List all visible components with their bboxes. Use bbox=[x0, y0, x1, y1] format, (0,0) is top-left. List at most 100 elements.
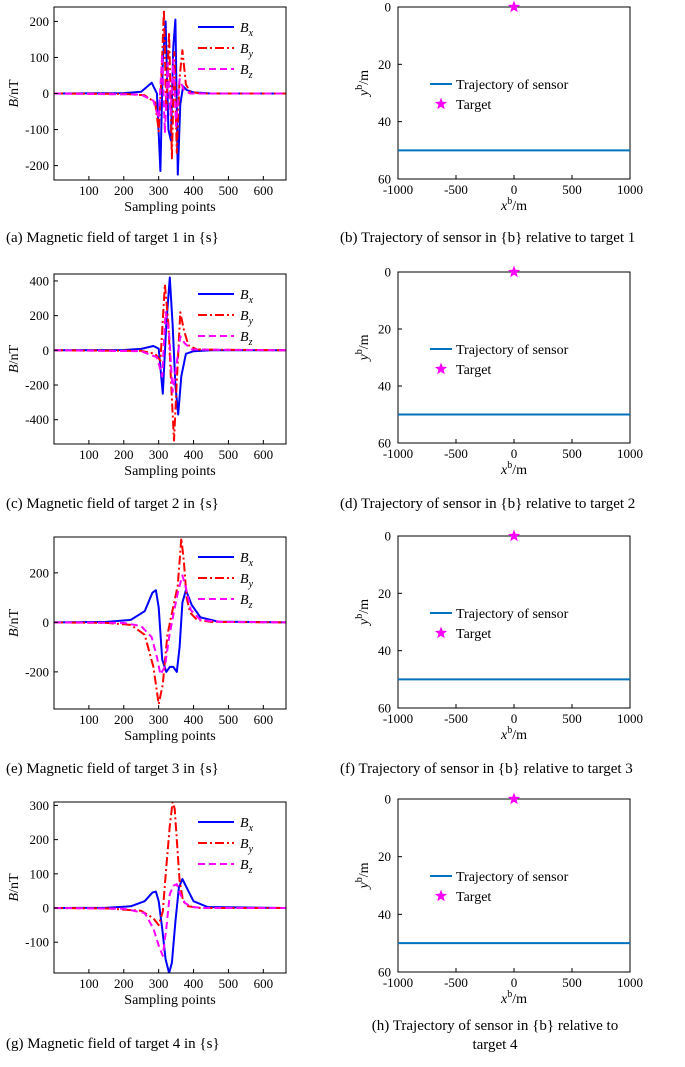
series-line-bz bbox=[54, 883, 286, 957]
y-tick-label: 60 bbox=[378, 701, 391, 716]
legend-swatch-target bbox=[434, 889, 448, 902]
y-tick-label: 0 bbox=[43, 86, 50, 101]
series-line-bz bbox=[54, 574, 286, 676]
legend-label-target: Target bbox=[456, 363, 491, 378]
series-line-bx bbox=[54, 878, 286, 973]
x-axis-label: xb/m bbox=[500, 989, 527, 1007]
series-line-bz bbox=[54, 52, 286, 135]
legend-label-bx: Bx bbox=[240, 288, 254, 306]
y-tick-label: 0 bbox=[385, 265, 392, 280]
y-tick-label: 0 bbox=[43, 615, 50, 630]
x-tick-label: 400 bbox=[184, 712, 204, 727]
x-tick-label: 400 bbox=[184, 976, 204, 991]
x-tick-label: 200 bbox=[114, 976, 134, 991]
x-tick-label: 500 bbox=[219, 183, 239, 198]
caption: (h) Trajectory of sensor in {b} relative… bbox=[372, 1018, 618, 1053]
legend-label-bz: Bz bbox=[240, 63, 253, 81]
y-tick-label: -200 bbox=[25, 664, 49, 679]
y-axis-label: yb/m bbox=[354, 70, 372, 98]
x-tick-label: 400 bbox=[184, 447, 204, 462]
x-axis-label: xb/m bbox=[500, 196, 527, 214]
chart-b: -1000 -500 0 500 1000 0 20 40 60 xb/m yb/m Trajecto… bbox=[340, 0, 643, 246]
y-tick-label: 40 bbox=[378, 907, 391, 922]
legend-label-bz: Bz bbox=[240, 593, 253, 611]
y-tick-label: 0 bbox=[385, 0, 392, 15]
legend-label-bz: Bz bbox=[240, 330, 253, 348]
x-axis-label: xb/m bbox=[500, 460, 527, 478]
legend-swatch-target bbox=[434, 362, 448, 375]
legend-label-bx: Bx bbox=[240, 21, 254, 39]
x-axis-label: Sampling points bbox=[124, 729, 215, 744]
y-axis-label: yb/m bbox=[354, 599, 372, 627]
y-axis-label: B/nT bbox=[7, 345, 22, 373]
x-axis-label: Sampling points bbox=[124, 993, 215, 1008]
x-tick-label: 500 bbox=[562, 975, 582, 990]
caption: (f) Trajectory of sensor in {b} relative… bbox=[340, 761, 633, 777]
y-tick-label: -200 bbox=[25, 158, 49, 173]
y-tick-label: 60 bbox=[378, 965, 391, 980]
legend-label-target: Target bbox=[456, 627, 491, 642]
x-tick-label: 600 bbox=[254, 447, 274, 462]
x-tick-label: 500 bbox=[562, 711, 582, 726]
series-line-by bbox=[54, 283, 286, 442]
chart-a: 100 200 300 400 500 600 -200 -100 0 100 200 Samplin… bbox=[6, 6, 287, 246]
y-axis-label: B/nT bbox=[7, 79, 22, 107]
chart-c: 100 200 300 400 500 600 -400 -200 0 200 400 Samplin… bbox=[6, 273, 287, 512]
x-tick-label: 0 bbox=[511, 711, 518, 726]
x-tick-label: 1000 bbox=[617, 446, 643, 461]
chart-e: 100 200 300 400 500 600 -200 0 200 Sampling point… bbox=[6, 536, 287, 777]
x-tick-label: 500 bbox=[562, 446, 582, 461]
y-tick-label: 20 bbox=[378, 586, 391, 601]
legend-label-by: By bbox=[240, 572, 254, 590]
series-line-bx bbox=[54, 589, 286, 673]
x-tick-label: 600 bbox=[254, 976, 274, 991]
y-axis-label: B/nT bbox=[7, 873, 22, 901]
x-tick-label: 1000 bbox=[617, 711, 643, 726]
legend-label-trajectory: Trajectory of sensor bbox=[456, 343, 569, 358]
y-tick-label: 40 bbox=[378, 114, 391, 129]
chart-d: -1000 -500 0 500 1000 0 20 40 60 xb/m yb/m Trajecto… bbox=[340, 265, 643, 513]
x-tick-label: -500 bbox=[444, 711, 468, 726]
x-tick-label: 100 bbox=[79, 447, 99, 462]
series-line-by bbox=[54, 537, 286, 706]
plot-frame-e bbox=[53, 536, 287, 710]
plot-frame-c bbox=[53, 273, 287, 445]
x-tick-label: 1000 bbox=[617, 182, 643, 197]
legend-label-bx: Bx bbox=[240, 816, 254, 834]
x-tick-label: -1000 bbox=[383, 975, 413, 990]
series-group bbox=[54, 537, 286, 706]
plot-frame-h bbox=[397, 798, 631, 973]
x-tick-label: 500 bbox=[219, 447, 239, 462]
target-star-marker bbox=[507, 0, 521, 13]
y-tick-label: 100 bbox=[30, 866, 50, 881]
y-tick-label: 40 bbox=[378, 379, 391, 394]
y-tick-label: 100 bbox=[30, 50, 50, 65]
y-axis-label: B/nT bbox=[7, 609, 22, 637]
x-axis-label: Sampling points bbox=[124, 200, 215, 215]
y-tick-label: 20 bbox=[378, 849, 391, 864]
x-tick-label: -500 bbox=[444, 446, 468, 461]
chart-f: -1000 -500 0 500 1000 0 20 40 60 xb/m yb/m Trajecto… bbox=[340, 529, 643, 778]
x-tick-label: 200 bbox=[114, 183, 134, 198]
series-line-by bbox=[54, 802, 286, 927]
legend-label-bx: Bx bbox=[240, 551, 254, 569]
x-tick-label: 0 bbox=[511, 182, 518, 197]
target-star-marker bbox=[507, 792, 521, 805]
x-tick-label: 300 bbox=[149, 183, 169, 198]
legend-label-target: Target bbox=[456, 890, 491, 905]
plot-frame-f bbox=[397, 535, 631, 709]
x-tick-label: 0 bbox=[511, 446, 518, 461]
y-tick-label: 200 bbox=[30, 832, 50, 847]
plot-frame-g bbox=[53, 801, 287, 974]
x-tick-label: 200 bbox=[114, 447, 134, 462]
y-axis-label: yb/m bbox=[354, 334, 372, 362]
series-line-bz bbox=[54, 311, 286, 393]
x-tick-label: 100 bbox=[79, 183, 99, 198]
x-tick-label: -500 bbox=[444, 182, 468, 197]
y-axis-label: yb/m bbox=[354, 862, 372, 890]
y-tick-label: 40 bbox=[378, 643, 391, 658]
y-tick-label: 300 bbox=[30, 798, 50, 813]
series-line-bx bbox=[54, 18, 286, 176]
y-tick-label: 200 bbox=[30, 565, 50, 580]
legend-swatch-target bbox=[434, 626, 448, 639]
